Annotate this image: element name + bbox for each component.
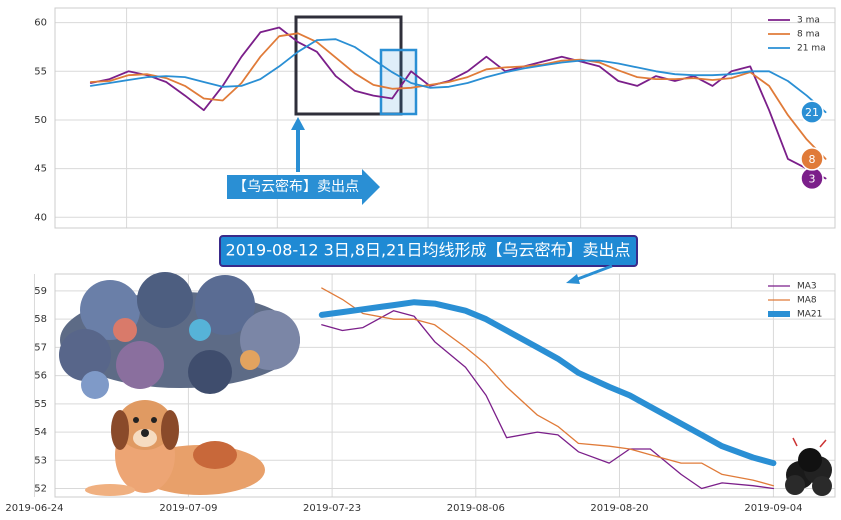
y-tick-label: 60 xyxy=(34,18,47,29)
y-tick-label: 50 xyxy=(34,115,47,126)
legend-label: 8 ma xyxy=(797,30,820,40)
y-tick-label: 59 xyxy=(34,286,47,297)
legend-label: 3 ma xyxy=(797,16,820,26)
y-tick-label: 58 xyxy=(34,314,47,325)
series-line xyxy=(89,32,827,160)
legend-label: 21 ma xyxy=(797,44,826,54)
legend-label: MA3 xyxy=(797,282,817,292)
arrow-head xyxy=(566,274,580,284)
x-tick-label: 2019-06-24 xyxy=(5,503,63,514)
dog-illustration xyxy=(85,400,265,496)
series-badge-label: 21 xyxy=(805,106,819,119)
x-tick-label: 2019-07-23 xyxy=(303,503,361,514)
banner xyxy=(219,235,638,267)
y-tick-label: 54 xyxy=(34,427,47,438)
series-line xyxy=(89,26,827,180)
arrow-head xyxy=(291,117,305,130)
top-plot-frame xyxy=(54,7,836,229)
series-line xyxy=(321,287,775,487)
banner-text: 2019-08-12 3日,8日,21日均线形成【乌云密布】卖出点 xyxy=(226,241,631,260)
y-tick-label: 55 xyxy=(34,399,47,410)
y-tick-label: 57 xyxy=(34,342,47,353)
arrow xyxy=(574,264,613,282)
arrow-box xyxy=(227,169,380,205)
y-tick-label: 40 xyxy=(34,212,47,223)
x-tick-label: 2019-09-04 xyxy=(744,503,802,514)
y-tick-label: 52 xyxy=(34,484,47,495)
series-badge xyxy=(800,147,824,171)
y-tick-label: 56 xyxy=(34,371,47,382)
bottom-plot-frame xyxy=(54,273,836,498)
legend-layer: 3 3 ma 8 8 ma 21 21 ma MA3 MA8 MA21 xyxy=(768,16,826,320)
cloud-illustration xyxy=(59,272,300,399)
dark-cloud-icon xyxy=(785,437,832,496)
line-layer xyxy=(89,26,827,490)
series-badge xyxy=(800,100,824,124)
series-badge-label: 3 xyxy=(809,172,816,185)
x-tick-label: 2019-08-20 xyxy=(590,503,648,514)
x-tick-label: 2019-07-09 xyxy=(159,503,217,514)
legend-label: MA21 xyxy=(797,310,822,320)
y-tick-label: 45 xyxy=(34,164,47,175)
x-tick-label: 2019-08-06 xyxy=(447,503,505,514)
y-tick-label: 55 xyxy=(34,66,47,77)
series-line xyxy=(318,299,777,467)
highlight-box xyxy=(294,15,403,116)
y-tick-label: 53 xyxy=(34,455,47,466)
series-badge-label: 8 xyxy=(809,153,816,166)
annotation: 【乌云密布】卖出点 xyxy=(233,178,359,195)
series-line xyxy=(321,310,775,490)
series-line xyxy=(89,38,827,114)
legend-label: MA8 xyxy=(797,296,817,306)
